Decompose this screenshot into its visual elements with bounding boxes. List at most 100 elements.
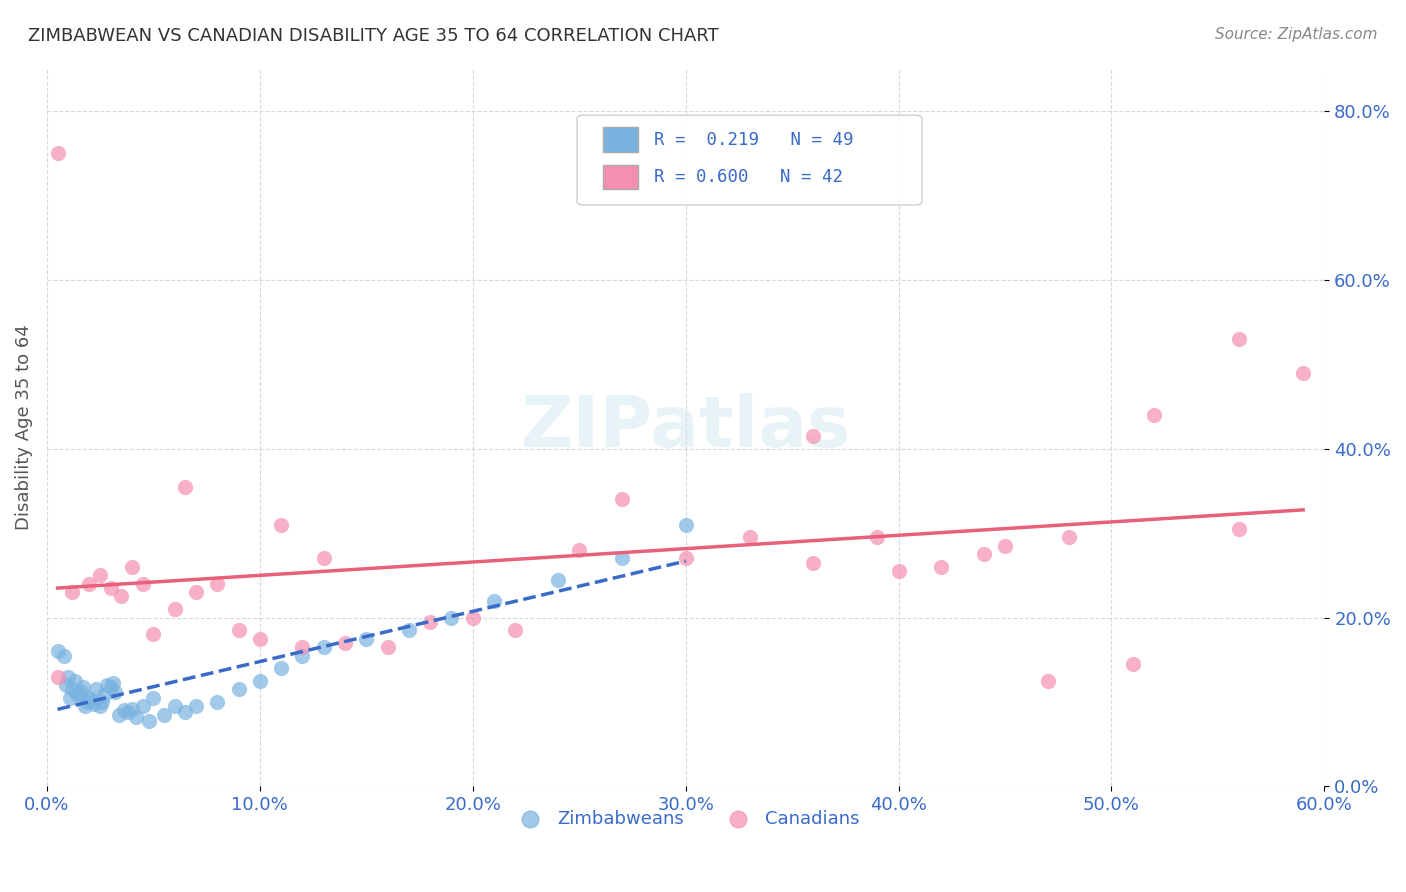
Point <box>121 702 143 716</box>
Point <box>46 670 69 684</box>
Point <box>100 581 122 595</box>
Point <box>610 492 633 507</box>
Point <box>121 560 143 574</box>
Point <box>419 615 441 629</box>
Point <box>89 699 111 714</box>
Text: ZIMBABWEAN VS CANADIAN DISABILITY AGE 35 TO 64 CORRELATION CHART: ZIMBABWEAN VS CANADIAN DISABILITY AGE 35… <box>28 27 718 45</box>
Point <box>142 627 165 641</box>
Point <box>62 682 84 697</box>
Point <box>675 517 697 532</box>
Point <box>46 146 69 161</box>
Point <box>1122 657 1144 671</box>
Point <box>79 576 101 591</box>
Point <box>79 690 101 705</box>
Point <box>333 636 356 650</box>
Point <box>205 576 228 591</box>
Point <box>163 699 186 714</box>
Point <box>205 695 228 709</box>
Bar <box>603 128 638 152</box>
Point <box>568 543 591 558</box>
Point <box>440 610 463 624</box>
Point <box>610 551 633 566</box>
Point <box>291 648 314 663</box>
Point <box>131 576 153 591</box>
Point <box>70 685 93 699</box>
Point <box>66 687 89 701</box>
Point <box>398 624 420 638</box>
Point <box>138 714 160 728</box>
Point <box>83 697 105 711</box>
Point <box>100 680 122 694</box>
Point <box>174 705 197 719</box>
Text: R =  0.219   N = 49: R = 0.219 N = 49 <box>654 130 853 149</box>
Point <box>675 551 697 566</box>
Text: R = 0.600   N = 42: R = 0.600 N = 42 <box>654 168 842 186</box>
Text: ZIPatlas: ZIPatlas <box>520 393 851 462</box>
Point <box>738 530 761 544</box>
FancyBboxPatch shape <box>576 115 922 205</box>
Point <box>1057 530 1080 544</box>
Point <box>125 710 148 724</box>
Point <box>163 602 186 616</box>
Point <box>1143 408 1166 422</box>
Point <box>91 695 114 709</box>
Bar <box>603 165 638 189</box>
Point <box>270 661 292 675</box>
Point <box>108 707 131 722</box>
Point <box>142 690 165 705</box>
Point <box>1292 366 1315 380</box>
Point <box>89 568 111 582</box>
Point <box>547 573 569 587</box>
Point <box>55 678 77 692</box>
Point <box>312 551 335 566</box>
Point <box>96 678 118 692</box>
Point <box>75 699 97 714</box>
Point <box>312 640 335 654</box>
Legend: Zimbabweans, Canadians: Zimbabweans, Canadians <box>505 803 866 835</box>
Point <box>59 690 82 705</box>
Y-axis label: Disability Age 35 to 64: Disability Age 35 to 64 <box>15 325 32 531</box>
Point <box>110 590 132 604</box>
Point <box>356 632 378 646</box>
Point <box>803 429 825 443</box>
Point <box>377 640 399 654</box>
Point <box>929 560 952 574</box>
Point <box>994 539 1017 553</box>
Point <box>1036 673 1059 688</box>
Point <box>56 670 79 684</box>
Point <box>973 547 995 561</box>
Point <box>482 593 505 607</box>
Point <box>228 682 250 697</box>
Point <box>93 688 115 702</box>
Point <box>67 688 90 702</box>
Point <box>249 632 271 646</box>
Point <box>803 556 825 570</box>
Point <box>101 676 124 690</box>
Point <box>866 530 889 544</box>
Point <box>461 610 484 624</box>
Point <box>46 644 69 658</box>
Point <box>76 695 98 709</box>
Point <box>887 564 910 578</box>
Point <box>291 640 314 654</box>
Point <box>153 707 176 722</box>
Point <box>84 682 107 697</box>
Point <box>174 480 197 494</box>
Point <box>62 585 84 599</box>
Point <box>80 693 103 707</box>
Point <box>1227 332 1250 346</box>
Point <box>184 699 207 714</box>
Point <box>52 648 75 663</box>
Point <box>104 685 127 699</box>
Point <box>117 705 139 719</box>
Point <box>270 517 292 532</box>
Point <box>249 673 271 688</box>
Text: Source: ZipAtlas.com: Source: ZipAtlas.com <box>1215 27 1378 42</box>
Point <box>505 624 527 638</box>
Point <box>228 624 250 638</box>
Point <box>1227 522 1250 536</box>
Point <box>112 703 135 717</box>
Point <box>131 699 153 714</box>
Point <box>72 680 94 694</box>
Point <box>63 673 86 688</box>
